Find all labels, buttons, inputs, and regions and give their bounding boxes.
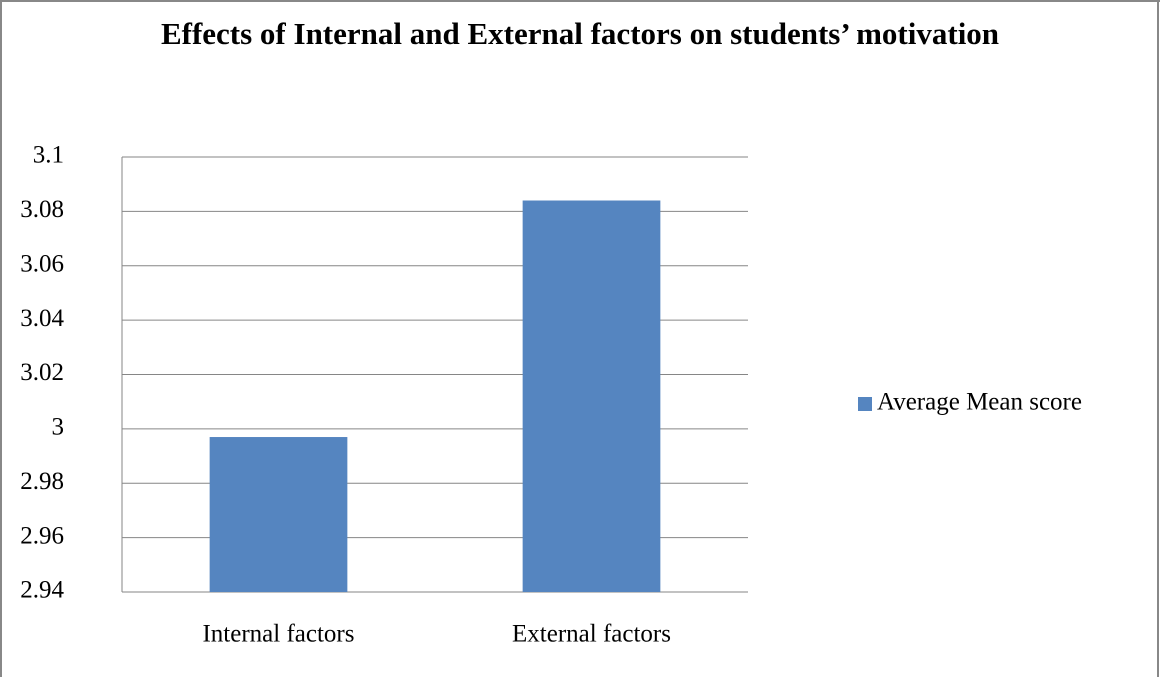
y-tick-label: 3.08: [20, 196, 64, 223]
bar: [209, 437, 348, 592]
y-tick-label: 3.1: [33, 142, 64, 169]
y-tick-label: 2.96: [20, 522, 64, 549]
bar: [522, 200, 661, 592]
y-tick-label: 2.94: [20, 577, 64, 604]
legend-label: Average Mean score: [877, 389, 1082, 416]
chart-title: Effects of Internal and External factors…: [160, 16, 1000, 51]
y-tick-label: 3.02: [20, 359, 64, 386]
x-tick-label: External factors: [512, 621, 671, 648]
y-tick-label: 3.04: [20, 305, 64, 332]
x-tick-label: Internal factors: [202, 621, 354, 648]
y-tick-label: 2.98: [20, 468, 64, 495]
legend-swatch: [858, 397, 872, 411]
y-tick-label: 3.06: [20, 250, 64, 277]
y-tick-label: 3: [52, 414, 65, 441]
